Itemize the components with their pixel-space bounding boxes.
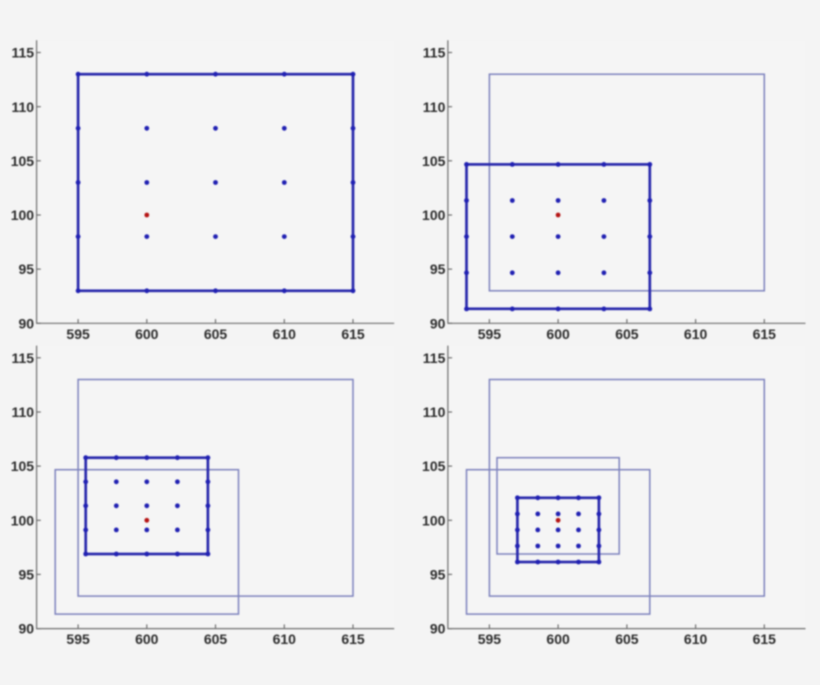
svg-text:610: 610: [273, 631, 297, 647]
svg-text:605: 605: [204, 326, 228, 342]
svg-text:95: 95: [430, 567, 446, 583]
svg-text:115: 115: [423, 350, 446, 366]
svg-text:615: 615: [753, 631, 777, 647]
svg-text:105: 105: [422, 153, 446, 169]
svg-text:600: 600: [546, 326, 570, 342]
svg-text:115: 115: [423, 45, 446, 61]
svg-text:95: 95: [19, 261, 35, 277]
svg-text:600: 600: [135, 631, 159, 647]
svg-text:95: 95: [19, 567, 35, 583]
svg-text:610: 610: [684, 631, 708, 647]
svg-text:605: 605: [615, 631, 639, 647]
svg-text:610: 610: [273, 326, 297, 342]
svg-text:100: 100: [11, 207, 35, 223]
svg-text:105: 105: [11, 458, 35, 474]
svg-text:595: 595: [478, 631, 502, 647]
svg-text:110: 110: [12, 99, 35, 115]
svg-text:115: 115: [12, 350, 35, 366]
svg-text:100: 100: [422, 207, 446, 223]
svg-text:600: 600: [135, 326, 159, 342]
svg-text:595: 595: [478, 326, 502, 342]
svg-text:110: 110: [423, 404, 446, 420]
svg-text:100: 100: [422, 512, 446, 528]
svg-text:595: 595: [66, 326, 90, 342]
svg-text:95: 95: [430, 261, 446, 277]
svg-text:90: 90: [430, 315, 446, 331]
svg-text:105: 105: [11, 153, 35, 169]
svg-text:605: 605: [615, 326, 639, 342]
svg-text:90: 90: [19, 315, 35, 331]
svg-text:595: 595: [66, 631, 90, 647]
svg-text:605: 605: [204, 631, 228, 647]
svg-text:110: 110: [12, 404, 35, 420]
svg-text:100: 100: [11, 512, 35, 528]
svg-text:615: 615: [341, 631, 365, 647]
svg-text:600: 600: [546, 631, 570, 647]
svg-text:615: 615: [753, 326, 777, 342]
svg-text:615: 615: [341, 326, 365, 342]
svg-text:90: 90: [430, 621, 446, 637]
svg-text:110: 110: [423, 99, 446, 115]
svg-text:610: 610: [684, 326, 708, 342]
svg-text:115: 115: [12, 45, 35, 61]
svg-text:90: 90: [19, 621, 35, 637]
svg-text:105: 105: [422, 458, 446, 474]
